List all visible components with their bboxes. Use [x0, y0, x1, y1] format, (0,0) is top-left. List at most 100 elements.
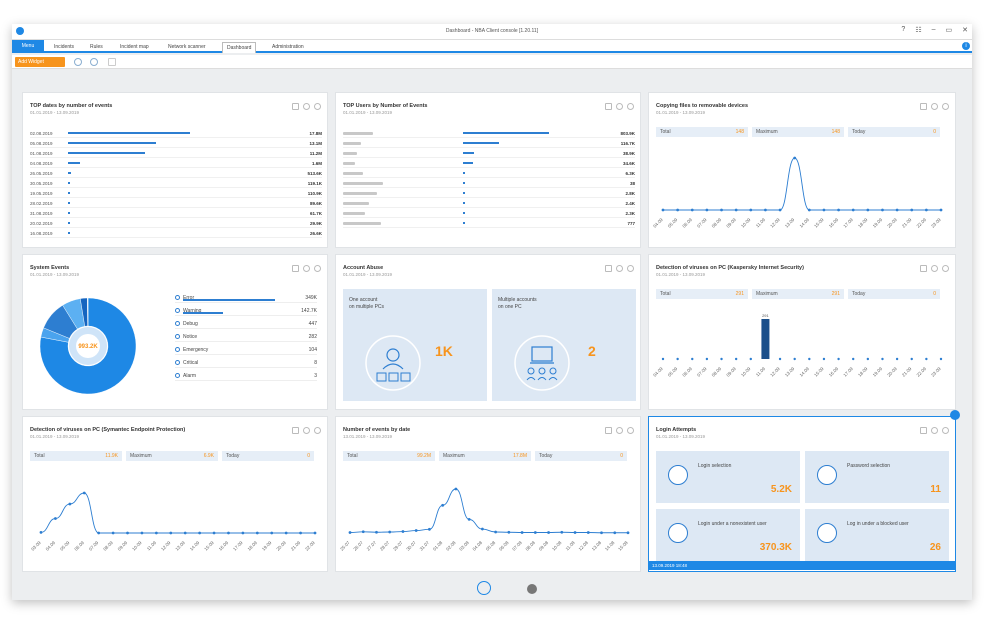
- expand-icon[interactable]: [920, 265, 927, 272]
- data-point[interactable]: [428, 527, 431, 531]
- data-point[interactable]: [720, 208, 723, 212]
- data-point[interactable]: [734, 208, 738, 212]
- settings-icon[interactable]: [74, 58, 82, 66]
- data-point[interactable]: [764, 208, 767, 212]
- data-point[interactable]: [676, 208, 680, 212]
- expand-icon[interactable]: [292, 103, 299, 110]
- data-point[interactable]: [68, 502, 72, 506]
- legend-item[interactable]: Critical 8: [175, 358, 317, 368]
- data-point[interactable]: [401, 530, 405, 533]
- settings-icon[interactable]: [942, 265, 949, 272]
- data-point[interactable]: [454, 487, 458, 491]
- data-point[interactable]: [520, 531, 524, 534]
- data-point[interactable]: [198, 531, 202, 535]
- nonexistent-user-tile[interactable]: Login under a nonexistent user 370.3K: [656, 509, 800, 561]
- data-point[interactable]: [494, 530, 498, 534]
- data-point[interactable]: [126, 531, 129, 535]
- data-point[interactable]: [837, 208, 840, 212]
- data-point[interactable]: [414, 529, 418, 532]
- bar[interactable]: [720, 357, 723, 361]
- settings-icon[interactable]: [942, 427, 949, 434]
- carousel-dot-active[interactable]: [477, 581, 491, 595]
- refresh-icon[interactable]: [931, 103, 938, 110]
- one-account-multiple-pcs-tile[interactable]: One account on multiple PCs 1K: [343, 289, 487, 401]
- settings-icon[interactable]: [314, 427, 321, 434]
- data-point[interactable]: [560, 530, 564, 534]
- tab-incidents[interactable]: Incidents: [54, 44, 75, 50]
- document-icon[interactable]: [108, 58, 116, 66]
- data-point[interactable]: [881, 208, 884, 212]
- data-point[interactable]: [169, 531, 173, 535]
- settings-icon[interactable]: [627, 427, 634, 434]
- data-point[interactable]: [154, 531, 158, 535]
- legend-item[interactable]: Warning 142.7K: [175, 306, 317, 316]
- data-point[interactable]: [573, 531, 577, 534]
- expand-icon[interactable]: [292, 265, 299, 272]
- data-point[interactable]: [227, 531, 230, 535]
- data-point[interactable]: [313, 531, 317, 535]
- widget-close-icon[interactable]: [950, 410, 960, 420]
- data-point[interactable]: [97, 531, 101, 535]
- multiple-accounts-one-pc-tile[interactable]: Multiple accounts on one PC 2: [492, 289, 636, 401]
- data-point[interactable]: [441, 503, 445, 507]
- refresh-icon[interactable]: [303, 427, 310, 434]
- expand-icon[interactable]: [920, 427, 927, 434]
- data-point[interactable]: [212, 531, 216, 535]
- refresh-icon[interactable]: [616, 427, 623, 434]
- add-widget-button[interactable]: Add Widget: [15, 57, 65, 67]
- expand-icon[interactable]: [605, 265, 612, 272]
- data-point[interactable]: [924, 208, 928, 212]
- data-point[interactable]: [613, 531, 617, 535]
- blocked-user-tile[interactable]: Log in under a blocked user 26: [805, 509, 949, 561]
- layout-button[interactable]: ☷: [915, 27, 922, 34]
- bar[interactable]: [793, 357, 796, 361]
- data-point[interactable]: [375, 530, 378, 534]
- settings-icon[interactable]: [627, 265, 634, 272]
- bar[interactable]: [925, 357, 928, 361]
- data-point[interactable]: [866, 208, 870, 212]
- data-point[interactable]: [255, 531, 259, 535]
- settings-icon[interactable]: [627, 103, 634, 110]
- bar[interactable]: [866, 357, 870, 361]
- refresh-icon[interactable]: [90, 58, 98, 66]
- data-point[interactable]: [270, 531, 274, 535]
- refresh-icon[interactable]: [303, 103, 310, 110]
- data-point[interactable]: [361, 530, 365, 534]
- bar[interactable]: [822, 357, 826, 361]
- expand-icon[interactable]: [605, 427, 612, 434]
- menu-button[interactable]: Menu: [12, 40, 44, 51]
- bar[interactable]: [676, 357, 679, 361]
- data-point[interactable]: [241, 531, 245, 535]
- bar[interactable]: [691, 357, 694, 361]
- data-point[interactable]: [183, 531, 187, 535]
- pie-slice[interactable]: [39, 297, 137, 395]
- settings-icon[interactable]: [314, 265, 321, 272]
- data-point[interactable]: [348, 531, 352, 534]
- data-point[interactable]: [507, 530, 511, 534]
- refresh-icon[interactable]: [931, 265, 938, 272]
- bar[interactable]: [734, 357, 738, 361]
- bar[interactable]: [881, 357, 884, 361]
- data-point[interactable]: [533, 531, 537, 534]
- info-icon[interactable]: i: [962, 42, 970, 50]
- expand-icon[interactable]: [292, 427, 299, 434]
- data-point[interactable]: [626, 531, 630, 535]
- bar[interactable]: [939, 357, 943, 361]
- close-button[interactable]: ✕: [962, 27, 968, 34]
- legend-item[interactable]: Notice 282: [175, 332, 317, 342]
- refresh-icon[interactable]: [616, 265, 623, 272]
- bar[interactable]: [852, 357, 855, 361]
- minimize-button[interactable]: –: [931, 26, 936, 33]
- data-point[interactable]: [705, 208, 709, 212]
- tab-network-scanner[interactable]: Network scanner: [168, 44, 206, 50]
- carousel-dot[interactable]: [527, 584, 537, 594]
- data-point[interactable]: [547, 531, 550, 534]
- bar[interactable]: [895, 357, 899, 361]
- data-point[interactable]: [895, 208, 899, 212]
- tab-dashboard[interactable]: Dashboard: [222, 42, 257, 53]
- tab-administration[interactable]: Administration: [272, 44, 304, 50]
- data-point[interactable]: [749, 208, 753, 212]
- data-point[interactable]: [939, 208, 943, 212]
- bar[interactable]: [837, 357, 840, 361]
- expand-icon[interactable]: [920, 103, 927, 110]
